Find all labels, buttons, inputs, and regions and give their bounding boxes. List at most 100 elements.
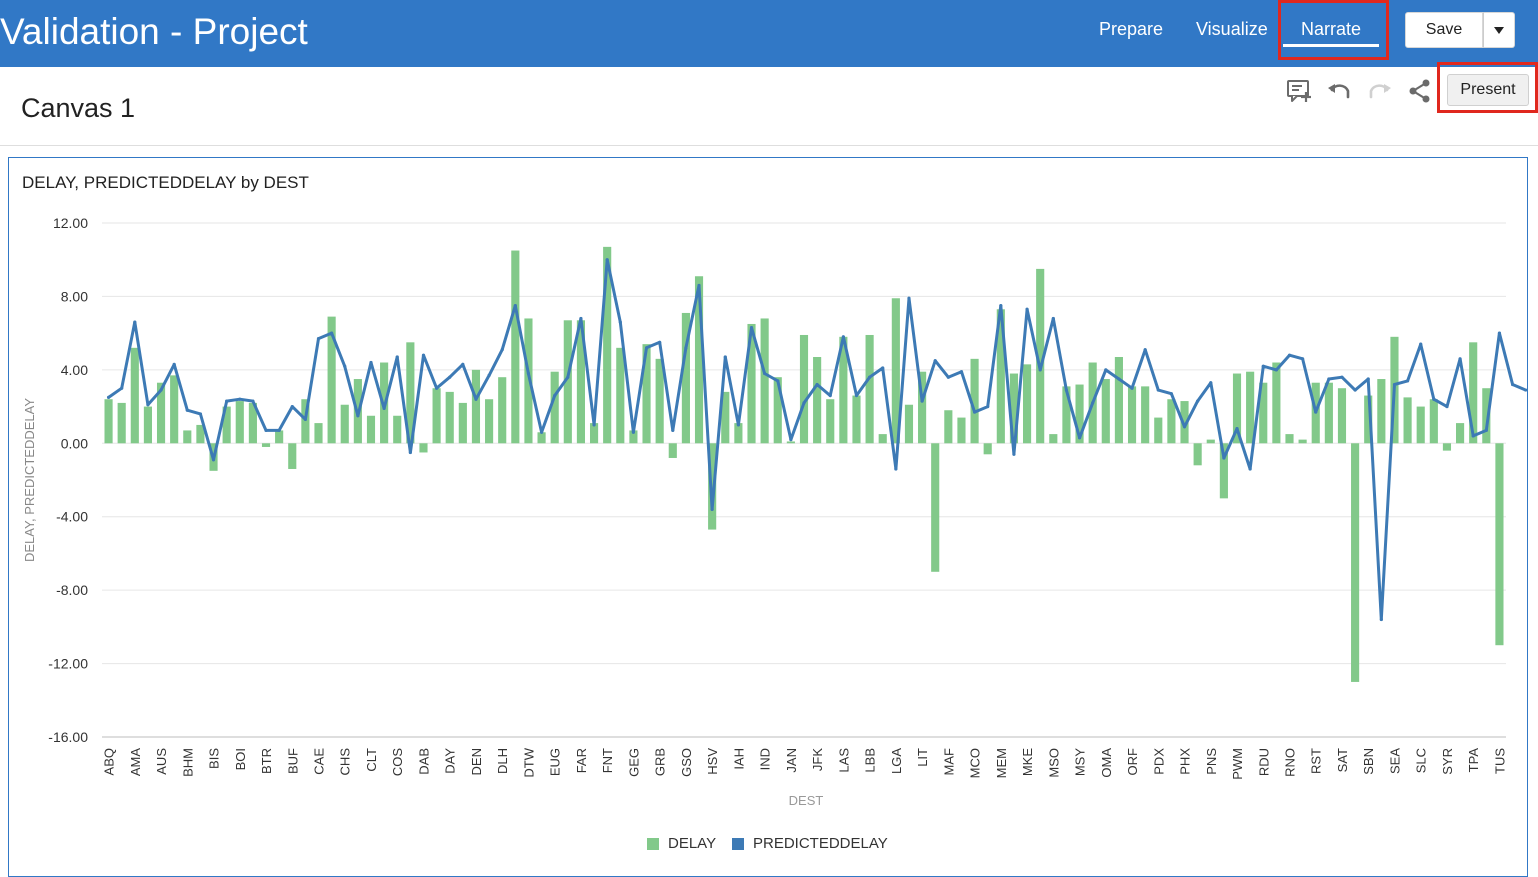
x-tick-label: CAE — [312, 748, 327, 775]
legend-label-delay[interactable]: DELAY — [668, 835, 717, 852]
bar-delay — [1049, 434, 1058, 444]
x-tick-label: COS — [390, 748, 405, 777]
point-predicteddelay — [434, 386, 439, 390]
canvas-title: Canvas 1 — [21, 93, 136, 123]
add-comment-icon[interactable] — [1286, 78, 1312, 104]
x-tick-label: GRB — [653, 748, 668, 776]
point-predicteddelay — [999, 304, 1003, 308]
bar-delay — [931, 443, 940, 572]
x-tick-label: EUG — [548, 748, 563, 776]
x-tick-label: FNT — [600, 748, 615, 773]
bar-delay — [130, 347, 139, 444]
bar-delay — [1469, 342, 1478, 444]
point-predicteddelay — [369, 360, 373, 365]
x-tick-label: LIT — [915, 748, 930, 767]
x-tick-label: DLH — [495, 748, 510, 774]
bar-delay — [275, 430, 284, 444]
point-predicteddelay — [566, 375, 570, 379]
point-predicteddelay — [1248, 467, 1252, 471]
bar-delay — [222, 406, 231, 444]
x-tick-label: BTR — [259, 748, 274, 774]
caret-down-icon — [1494, 27, 1504, 34]
point-predicteddelay — [185, 408, 189, 412]
x-tick-label: IND — [758, 748, 773, 770]
redo-icon[interactable] — [1367, 78, 1393, 104]
x-tick-label: ABQ — [102, 748, 117, 775]
point-predicteddelay — [225, 399, 229, 403]
point-predicteddelay — [1327, 377, 1331, 381]
bar-delay — [839, 336, 848, 444]
bar-delay — [511, 250, 520, 444]
bar-delay — [156, 382, 166, 444]
bar-delay — [563, 320, 572, 444]
bar-delay — [813, 357, 822, 444]
point-predicteddelay — [120, 386, 124, 390]
bar-delay — [1495, 443, 1504, 646]
bar-delay — [524, 318, 533, 444]
save-options-dropdown[interactable] — [1483, 12, 1515, 48]
bar-delay — [734, 423, 743, 444]
bar-delay — [1324, 382, 1333, 444]
x-tick-label: BHM — [180, 748, 195, 777]
bar-delay — [1141, 386, 1150, 444]
point-predicteddelay — [277, 428, 281, 433]
present-button[interactable]: Present — [1447, 74, 1529, 106]
point-predicteddelay — [763, 371, 767, 376]
legend-label-predicteddelay[interactable]: PREDICTEDDELAY — [753, 835, 888, 852]
nav-tab-prepare[interactable]: Prepare — [1099, 19, 1164, 39]
nav-tab-visualize[interactable]: Visualize — [1196, 19, 1268, 39]
point-predicteddelay — [1196, 399, 1200, 403]
x-tick-label: AMA — [128, 748, 143, 777]
point-predicteddelay — [749, 326, 754, 330]
undo-icon[interactable] — [1326, 78, 1352, 104]
point-predicteddelay — [1419, 342, 1423, 346]
point-predicteddelay — [1314, 410, 1318, 414]
point-predicteddelay — [1458, 357, 1462, 361]
point-predicteddelay — [789, 438, 793, 442]
bar-delay — [826, 399, 835, 444]
point-predicteddelay — [1182, 425, 1187, 429]
point-predicteddelay — [238, 397, 242, 401]
point-predicteddelay — [671, 428, 675, 433]
nav-tab-narrate[interactable]: Narrate — [1301, 19, 1362, 39]
point-predicteddelay — [251, 399, 255, 403]
share-icon[interactable] — [1407, 78, 1433, 104]
bar-delay — [918, 371, 927, 444]
point-predicteddelay — [618, 320, 622, 324]
x-tick-label: SAT — [1335, 748, 1350, 772]
point-predicteddelay — [356, 414, 360, 418]
x-tick-label: CHS — [338, 748, 353, 776]
point-predicteddelay — [697, 283, 701, 288]
bar-delay — [944, 410, 953, 444]
point-predicteddelay — [1143, 348, 1147, 352]
point-predicteddelay — [605, 258, 609, 262]
point-predicteddelay — [907, 296, 911, 300]
point-predicteddelay — [1012, 452, 1016, 456]
x-tick-label: BIS — [207, 748, 222, 769]
bar-delay — [170, 375, 179, 444]
x-tick-label: DEN — [469, 748, 484, 775]
bar-delay — [891, 298, 900, 444]
point-predicteddelay — [316, 337, 321, 341]
point-predicteddelay — [802, 401, 806, 405]
y-tick-label: -12.00 — [48, 656, 88, 672]
bar-delay — [432, 388, 441, 444]
y-tick-label: 4.00 — [61, 362, 88, 378]
bar-delay — [694, 276, 704, 444]
point-predicteddelay — [146, 403, 150, 407]
bar-delay — [1337, 388, 1347, 444]
bar-delay — [1298, 439, 1307, 444]
point-predicteddelay — [500, 348, 504, 352]
point-predicteddelay — [290, 404, 294, 409]
x-tick-label: HSV — [705, 748, 720, 775]
bar-delay — [760, 318, 769, 444]
active-tab-indicator — [1283, 44, 1379, 47]
bar-delay — [445, 391, 454, 444]
point-predicteddelay — [1484, 428, 1488, 433]
bar-delay — [576, 320, 586, 444]
bar-delay — [1180, 401, 1189, 444]
bar-delay — [498, 377, 507, 444]
x-tick-label: MSO — [1046, 748, 1061, 778]
point-predicteddelay — [1287, 353, 1292, 357]
save-button[interactable]: Save — [1405, 12, 1483, 48]
